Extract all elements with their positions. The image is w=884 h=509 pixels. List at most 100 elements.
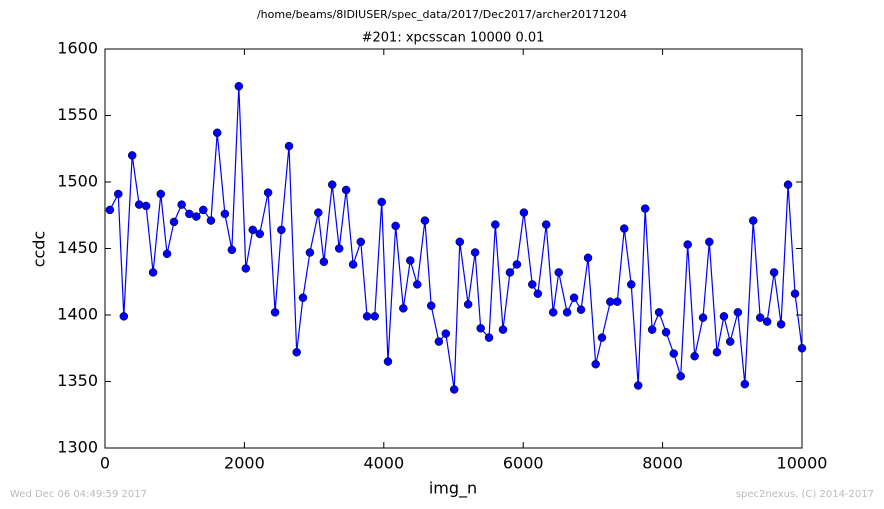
data-point bbox=[620, 224, 629, 233]
data-point bbox=[554, 268, 563, 277]
data-point bbox=[314, 208, 323, 217]
data-point bbox=[177, 200, 186, 209]
data-point bbox=[470, 248, 480, 257]
data-point bbox=[576, 305, 586, 314]
data-point bbox=[640, 204, 650, 213]
data-point bbox=[769, 268, 779, 277]
data-point bbox=[569, 293, 579, 302]
x-tick-label: 10000 bbox=[777, 454, 828, 473]
y-tick-label: 1600 bbox=[57, 39, 98, 58]
data-point bbox=[212, 128, 222, 138]
y-tick-label: 1550 bbox=[57, 105, 98, 124]
data-point bbox=[683, 240, 692, 249]
data-point bbox=[562, 308, 572, 317]
data-point bbox=[348, 260, 358, 269]
data-point bbox=[370, 312, 379, 321]
y-tick-label: 1400 bbox=[57, 305, 98, 324]
data-point bbox=[449, 385, 459, 394]
data-point bbox=[725, 337, 735, 346]
data-point bbox=[669, 349, 679, 358]
data-point bbox=[712, 347, 722, 357]
data-point bbox=[783, 180, 793, 189]
data-point bbox=[334, 244, 344, 253]
y-tick-label: 1350 bbox=[57, 371, 98, 390]
y-axis-label: ccdc bbox=[30, 231, 49, 268]
data-point bbox=[455, 237, 465, 247]
data-point bbox=[277, 225, 286, 235]
x-tick-label: 2000 bbox=[224, 454, 265, 473]
data-point bbox=[192, 212, 201, 221]
data-point bbox=[548, 308, 558, 317]
data-point bbox=[206, 216, 216, 225]
data-point bbox=[134, 200, 144, 209]
data-point bbox=[319, 257, 329, 267]
data-point bbox=[227, 245, 237, 255]
footer-right: spec2nexus, (C) 2014-2017 bbox=[736, 489, 874, 500]
data-point bbox=[162, 249, 172, 259]
data-point bbox=[327, 180, 337, 189]
data-point bbox=[705, 237, 714, 247]
data-point bbox=[463, 300, 473, 309]
x-tick-label: 4000 bbox=[363, 454, 404, 473]
data-line bbox=[109, 86, 803, 390]
data-point bbox=[626, 280, 636, 289]
data-point bbox=[519, 208, 529, 217]
data-point bbox=[733, 308, 743, 317]
y-tick-label: 1450 bbox=[57, 238, 98, 257]
x-tick-label: 8000 bbox=[642, 454, 683, 473]
data-point bbox=[234, 81, 244, 91]
data-point bbox=[298, 293, 308, 302]
data-point bbox=[505, 268, 515, 277]
data-point bbox=[113, 189, 123, 199]
data-point bbox=[255, 229, 264, 239]
data-point bbox=[119, 312, 129, 321]
data-point bbox=[690, 351, 699, 361]
data-point bbox=[661, 328, 671, 337]
data-point bbox=[797, 344, 807, 353]
data-point bbox=[270, 308, 280, 317]
x-axis-label: img_n bbox=[429, 479, 477, 499]
data-point bbox=[406, 256, 415, 265]
chart-title: /home/beams/8IDIUSER/spec_data/2017/Dec2… bbox=[257, 8, 627, 21]
data-point bbox=[399, 304, 408, 313]
data-point bbox=[790, 289, 800, 298]
data-point bbox=[391, 221, 400, 231]
data-point bbox=[263, 188, 273, 197]
data-point bbox=[533, 289, 543, 298]
data-point bbox=[292, 347, 301, 357]
y-tick-label: 1500 bbox=[57, 172, 98, 191]
data-point bbox=[755, 313, 765, 322]
data-point bbox=[776, 320, 786, 329]
data-point bbox=[127, 151, 137, 160]
data-point bbox=[762, 317, 772, 326]
data-point bbox=[676, 371, 685, 381]
data-point bbox=[441, 329, 451, 338]
x-tick-label: 6000 bbox=[503, 454, 544, 473]
x-tick-label: 0 bbox=[100, 454, 110, 473]
data-point bbox=[241, 264, 251, 273]
data-point bbox=[199, 205, 208, 215]
chart-subtitle: #201: xpcsscan 10000 0.01 bbox=[362, 31, 545, 46]
data-point bbox=[613, 297, 622, 306]
data-point bbox=[341, 185, 351, 195]
data-point bbox=[748, 216, 758, 225]
data-point bbox=[426, 301, 436, 310]
data-point bbox=[248, 225, 258, 235]
data-point bbox=[591, 359, 600, 369]
data-point bbox=[512, 260, 522, 269]
data-point bbox=[156, 189, 166, 199]
data-point bbox=[284, 141, 294, 151]
data-point bbox=[383, 357, 393, 366]
footer-left: Wed Dec 06 04:49:59 2017 bbox=[10, 489, 147, 500]
data-point bbox=[220, 209, 230, 219]
y-tick-label: 1300 bbox=[57, 438, 98, 457]
data-point bbox=[719, 312, 729, 321]
data-point bbox=[476, 324, 485, 333]
data-point bbox=[528, 280, 537, 289]
data-point bbox=[141, 201, 151, 211]
data-point bbox=[305, 248, 315, 257]
data-point bbox=[434, 337, 444, 346]
data-point bbox=[413, 280, 422, 289]
data-point bbox=[105, 205, 115, 215]
